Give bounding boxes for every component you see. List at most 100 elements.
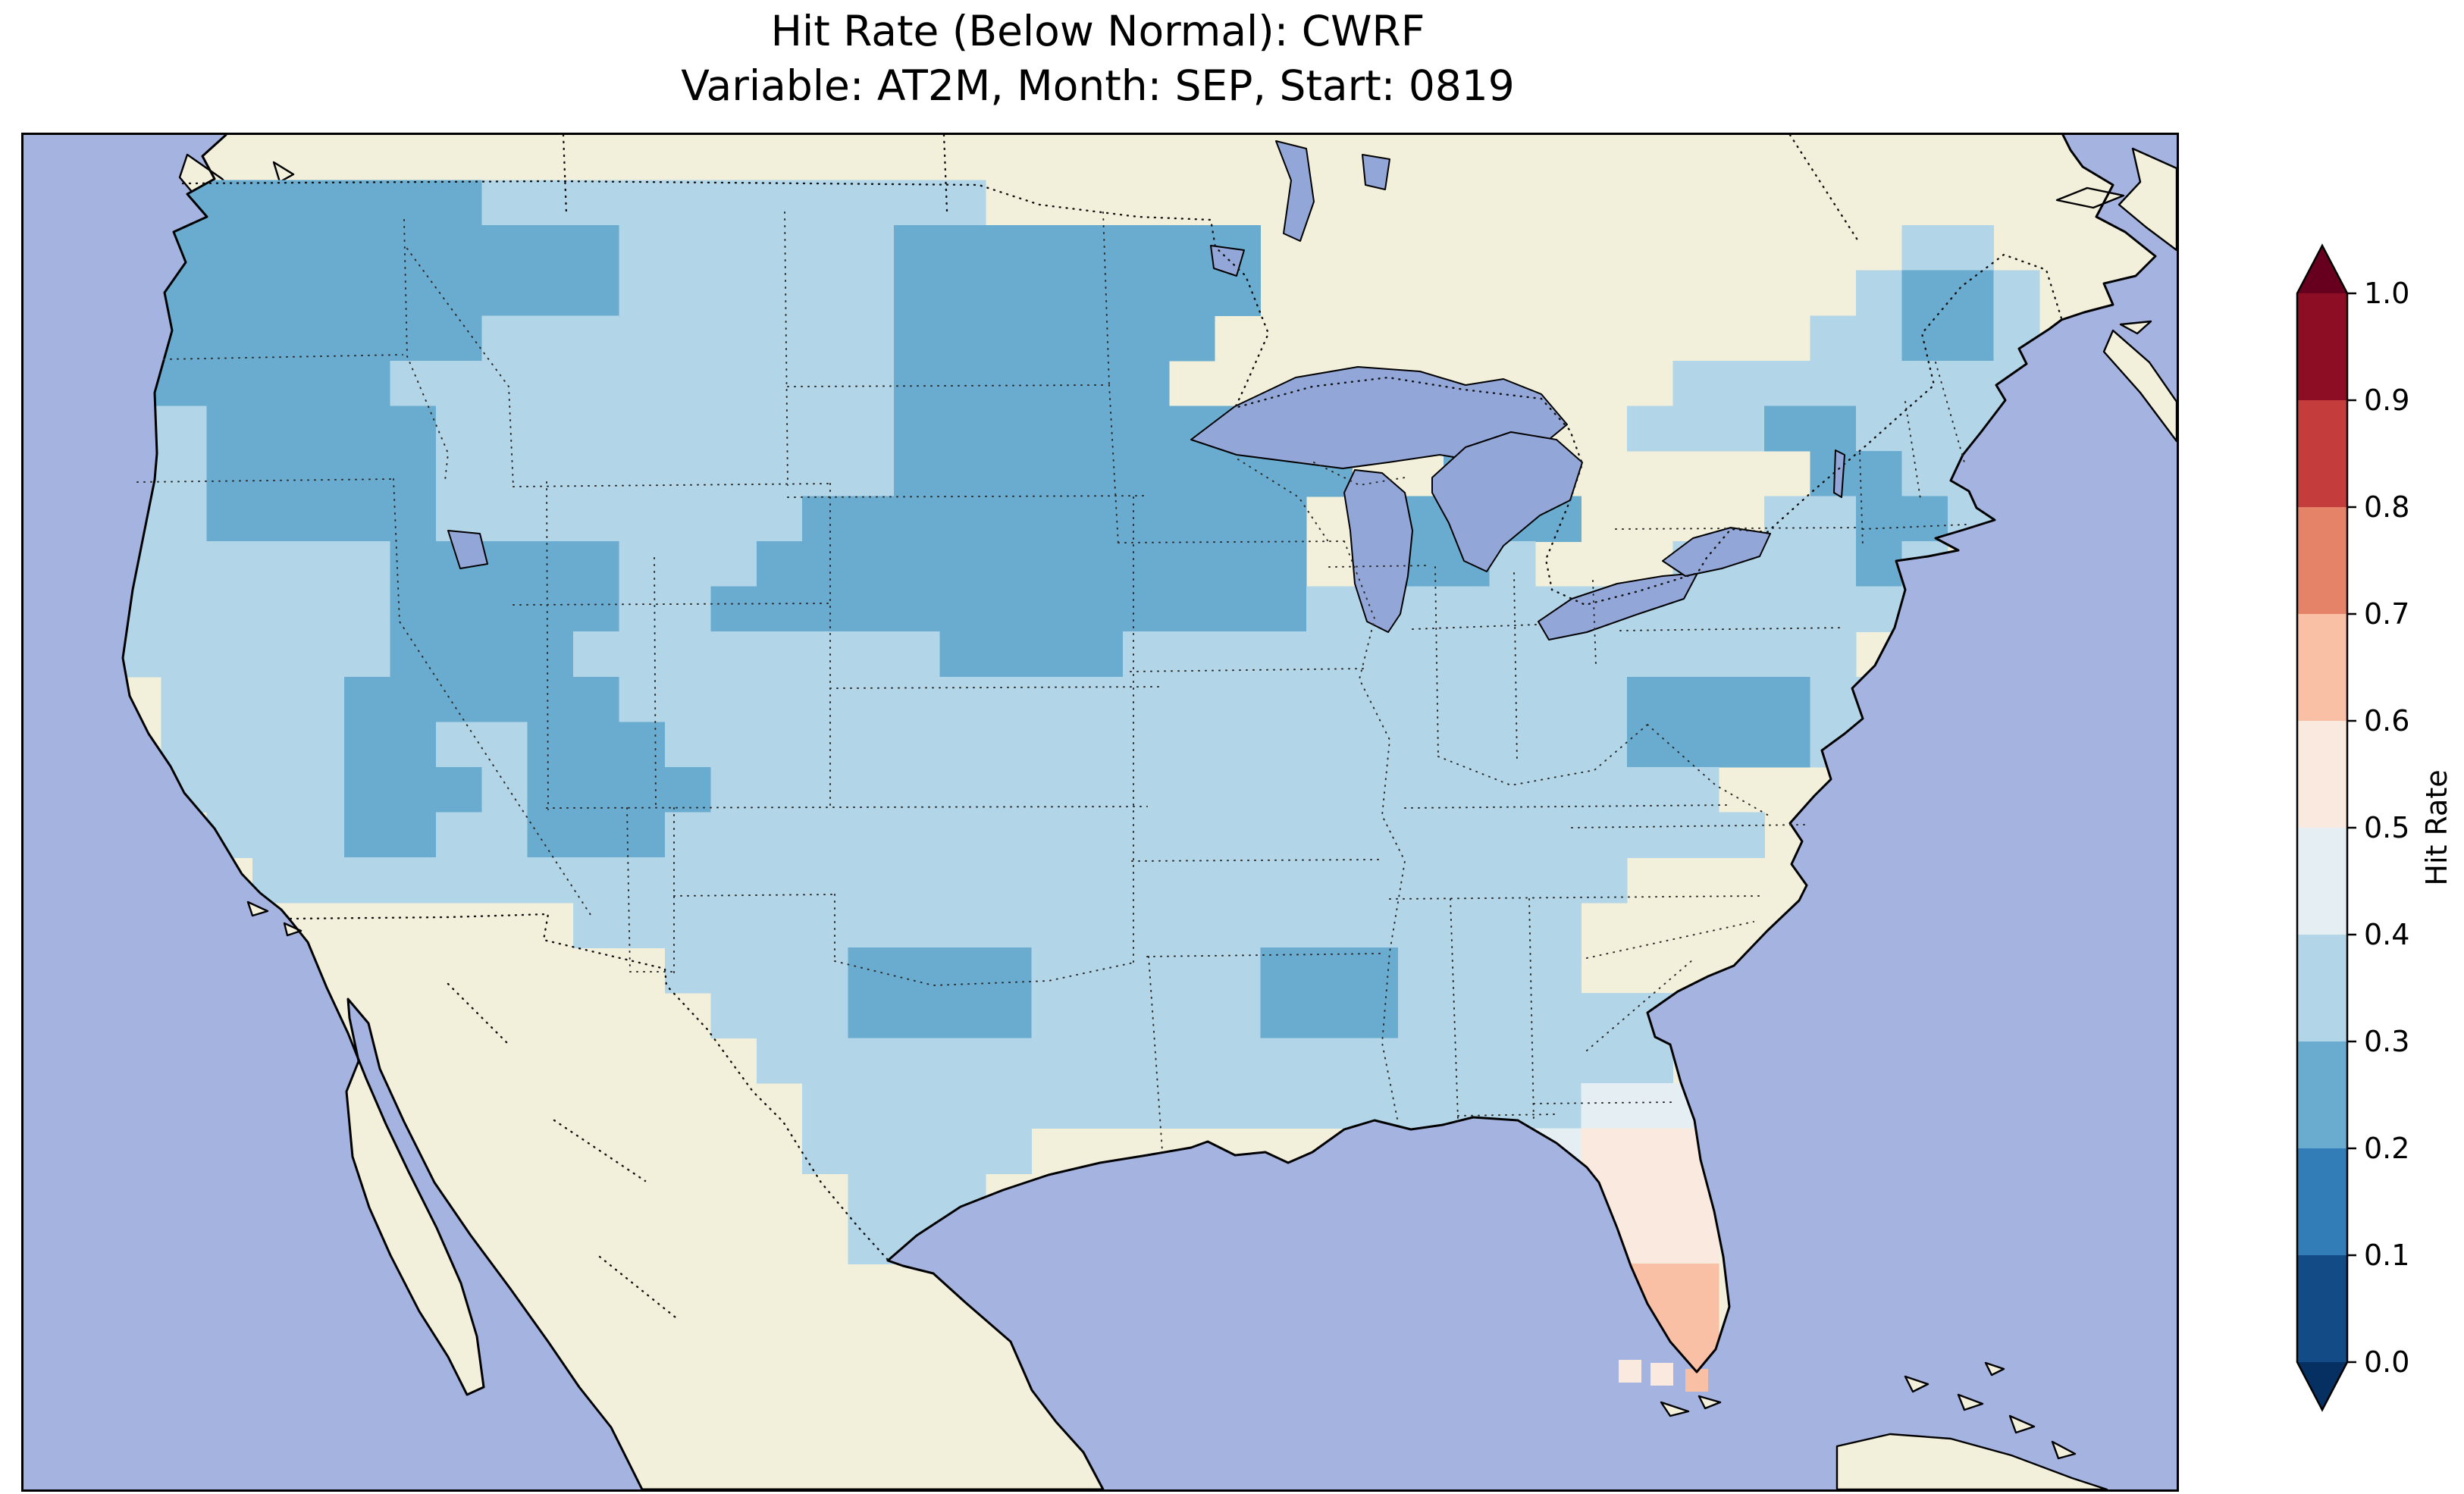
- grid-cell: [481, 722, 528, 767]
- grid-cell: [848, 813, 895, 858]
- grid-cell: [481, 451, 528, 496]
- grid-cell: [894, 1129, 940, 1174]
- grid-cell: [940, 451, 986, 496]
- grid-cell: [894, 451, 940, 496]
- grid-cell: [1169, 271, 1215, 316]
- colorbar-segment: [2297, 614, 2347, 722]
- grid-cell: [299, 406, 345, 451]
- grid-cell: [940, 587, 986, 632]
- colorbar-tick-label: 0.4: [2364, 918, 2409, 951]
- grid-cell: [619, 903, 666, 948]
- grid-cell: [619, 813, 666, 858]
- grid-cell: [986, 315, 1032, 361]
- grid-cell: [1535, 722, 1582, 767]
- grid-cell: [1810, 587, 1857, 632]
- grid-cell: [1582, 857, 1628, 903]
- grid-cell: [1627, 722, 1673, 767]
- grid-cell: [1215, 1083, 1261, 1129]
- grid-cell: [1261, 813, 1307, 858]
- grid-cell: [161, 361, 207, 406]
- grid-cell: [1719, 631, 1765, 677]
- grid-cell: [207, 587, 253, 632]
- grid-cell: [1261, 993, 1307, 1038]
- grid-cell: [528, 631, 574, 677]
- grid-cell: [1031, 406, 1077, 451]
- grid-cell: [252, 180, 299, 226]
- grid-cell: [894, 767, 940, 813]
- grid-cell: [940, 631, 986, 677]
- grid-cell: [161, 541, 207, 587]
- grid-cell: [757, 587, 803, 632]
- grid-cell: [665, 541, 711, 587]
- grid-cell: [1764, 541, 1810, 587]
- grid-cell: [1444, 587, 1490, 632]
- grid-cell: [1490, 631, 1536, 677]
- grid-cell: [1169, 903, 1215, 948]
- grid-cell: [528, 361, 574, 406]
- grid-cell: [940, 361, 986, 406]
- grid-cell: [1306, 587, 1353, 632]
- grid-cell: [1123, 722, 1169, 767]
- grid-cell: [528, 813, 574, 858]
- grid-cell: [1490, 677, 1536, 722]
- grid-cell: [390, 857, 436, 903]
- grid-cell: [802, 722, 848, 767]
- grid-cell: [894, 225, 940, 271]
- colorbar-tick-label: 0.0: [2364, 1345, 2409, 1379]
- grid-cell: [1215, 271, 1261, 316]
- grid-cell: [1077, 722, 1124, 767]
- grid-cell: [986, 631, 1032, 677]
- grid-cell: [894, 406, 940, 451]
- grid-cell: [436, 225, 482, 271]
- grid-cell: [1123, 587, 1169, 632]
- grid-cell: [665, 767, 711, 813]
- grid-cell: [1901, 271, 1948, 316]
- grid-cell: [1582, 767, 1628, 813]
- grid-cell: [1810, 361, 1857, 406]
- grid-cell: [481, 180, 528, 226]
- grid-cell: [1582, 1038, 1628, 1083]
- grid-cell: [1123, 947, 1169, 993]
- grid-cell: [1031, 947, 1077, 993]
- grid-cell: [894, 947, 940, 993]
- grid-cell: [986, 406, 1032, 451]
- grid-cell: [710, 947, 757, 993]
- grid-cell: [1123, 406, 1169, 451]
- grid-cell: [207, 315, 253, 361]
- grid-cell: [802, 857, 848, 903]
- grid-cell: [573, 361, 619, 406]
- grid-cell: [1169, 225, 1215, 271]
- grid-cell: [1215, 722, 1261, 767]
- grid-cell: [1398, 813, 1444, 858]
- grid-cell: [1215, 541, 1261, 587]
- grid-cell: [986, 947, 1032, 993]
- grid-cell: [757, 406, 803, 451]
- grid-cell: [1901, 361, 1948, 406]
- grid-cell: [299, 451, 345, 496]
- grid-cell: [1077, 813, 1124, 858]
- grid-cell: [894, 180, 940, 226]
- grid-cell: [528, 767, 574, 813]
- colorbar-ticks: 1.00.90.80.70.60.50.40.30.20.10.0: [2347, 277, 2409, 1379]
- grid-cell: [619, 767, 666, 813]
- grid-cell: [802, 271, 848, 316]
- grid-cell: [1444, 813, 1490, 858]
- grid-cell: [436, 677, 482, 722]
- grid-cell: [1672, 406, 1719, 451]
- grid-cell: [1077, 993, 1124, 1038]
- grid-cell: [619, 451, 666, 496]
- grid-cell: [390, 271, 436, 316]
- grid-cell: [1352, 722, 1398, 767]
- grid-cell: [619, 857, 666, 903]
- grid-cell: [710, 677, 757, 722]
- grid-cell: [1627, 406, 1673, 451]
- grid-cell: [802, 1038, 848, 1083]
- grid-cell: [161, 496, 207, 542]
- grid-cell: [1261, 1083, 1307, 1129]
- title-line-1: Hit Rate (Below Normal): CWRF: [21, 5, 2174, 59]
- grid-cell: [1672, 722, 1719, 767]
- grid-cell: [894, 903, 940, 948]
- grid-cell: [344, 225, 390, 271]
- colorbar-tick-label: 0.6: [2364, 704, 2409, 738]
- grid-cell: [207, 767, 253, 813]
